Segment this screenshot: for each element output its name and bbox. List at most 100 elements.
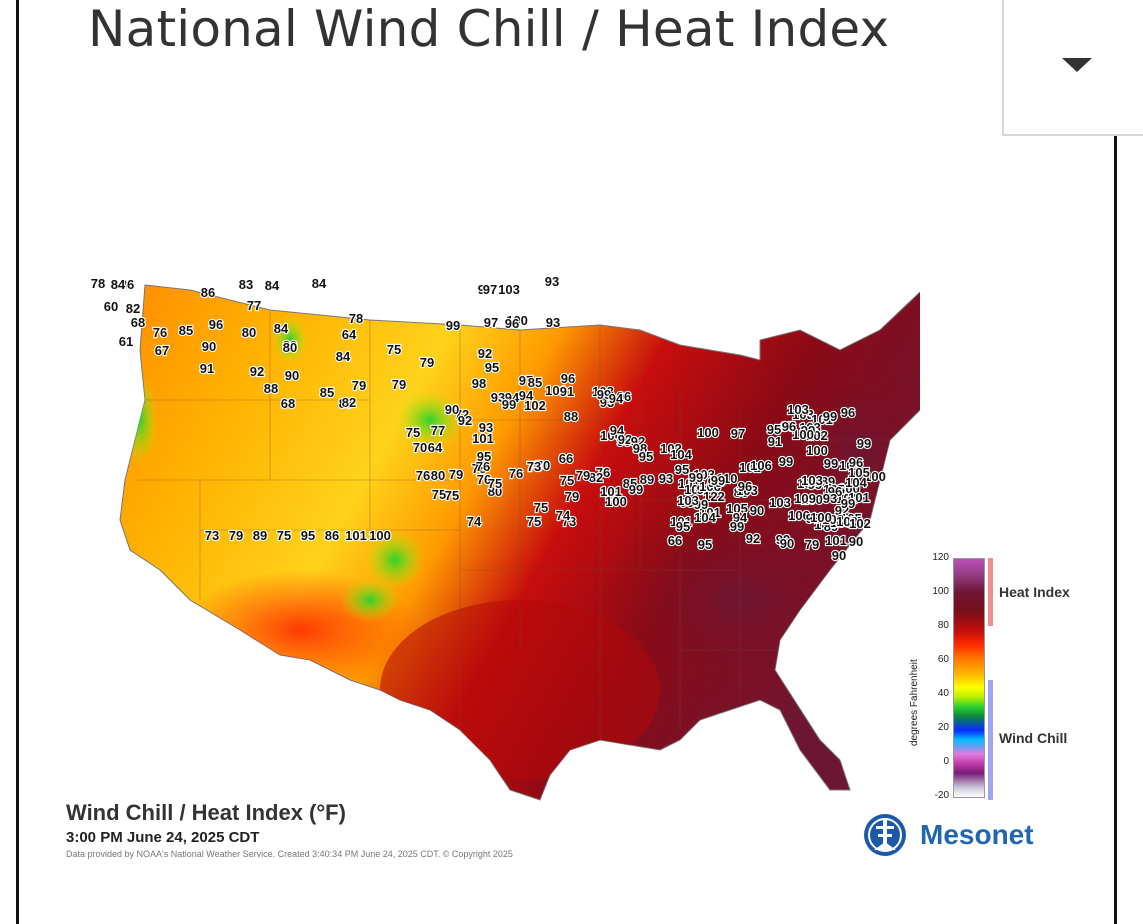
station-value-label: 78: [91, 276, 105, 291]
station-value-label: 95: [301, 528, 315, 543]
legend-tick: 20: [937, 722, 949, 733]
station-value-label: 100: [841, 514, 863, 529]
station-value-label: 103: [592, 384, 614, 399]
station-value-label: 80: [283, 338, 297, 353]
station-value-label: 96: [209, 317, 223, 332]
station-value-label: 94: [519, 388, 534, 403]
station-value-label: 77: [247, 298, 261, 313]
map-caption-title: Wind Chill / Heat Index (°F): [66, 800, 346, 825]
station-value-label: 106: [788, 508, 810, 523]
station-value-label: 90: [202, 339, 216, 354]
station-value-label: 64: [428, 440, 443, 455]
station-value-label: 64: [342, 327, 357, 342]
station-value-label: 100: [697, 425, 719, 440]
station-value-label: 68: [281, 396, 295, 411]
station-value-label: 86: [120, 277, 134, 292]
station-value-label: 83: [239, 277, 253, 292]
station-value-label: 99: [776, 532, 790, 547]
mesonet-logo-text: Mesonet: [920, 819, 1034, 850]
station-value-label: 85: [179, 323, 193, 338]
station-value-label: 91: [200, 361, 214, 376]
station-value-label: 75: [527, 514, 541, 529]
station-value-label: 73: [205, 528, 219, 543]
station-value-label: 99: [801, 423, 815, 438]
station-value-label: 110: [717, 471, 738, 486]
station-value-label: 104: [836, 491, 858, 506]
station-value-label: 100: [801, 492, 823, 507]
station-value-label: 101: [472, 431, 494, 446]
wind-chill-label: Wind Chill: [999, 730, 1068, 746]
station-value-label: 96: [849, 455, 863, 470]
station-value-label: 92: [250, 364, 264, 379]
station-value-label: 95: [485, 360, 499, 375]
station-value-label: 75: [488, 476, 502, 491]
station-value-label: 102: [849, 516, 871, 531]
station-value-label: 100: [838, 481, 860, 496]
station-value-label: 75: [432, 487, 446, 502]
legend-tick: 40: [937, 688, 949, 699]
station-value-label: 78: [349, 311, 363, 326]
station-value-label: 82: [342, 395, 356, 410]
station-value-label: 76: [607, 490, 621, 505]
station-value-label: 100: [369, 528, 391, 543]
legend-tick: 0: [943, 756, 949, 767]
station-value-label: 99: [597, 387, 611, 402]
station-value-label: 68: [131, 315, 145, 330]
station-value-label: 101: [699, 505, 721, 520]
station-value-label: 103: [693, 467, 715, 482]
map-caption-credit: Data provided by NOAA's National Weather…: [66, 849, 513, 859]
station-value-label: 75: [534, 500, 548, 515]
station-value-label: 80: [431, 468, 445, 483]
station-value-label: 92: [631, 434, 645, 449]
legend-tick: -20: [934, 790, 949, 801]
station-value-label: 101: [684, 482, 706, 497]
station-value-label: 105: [840, 511, 862, 526]
station-value-label: 80: [242, 325, 256, 340]
station-value-label: 102: [822, 512, 844, 527]
station-value-label: 101: [811, 412, 833, 427]
station-value-label: 90: [832, 548, 846, 563]
station-value-label: 79: [229, 528, 243, 543]
station-value-label: 94: [733, 510, 748, 525]
station-value-label: 108: [797, 476, 819, 491]
station-value-label: 96: [828, 484, 842, 499]
station-value-label: 89: [821, 474, 835, 489]
station-value-label: 66: [668, 533, 682, 548]
station-value-label: 100: [836, 514, 858, 529]
station-value-label: 104: [670, 447, 692, 462]
menu-dropdown-button[interactable]: [1002, 0, 1143, 136]
page-title: National Wind Chill / Heat Index: [88, 0, 890, 58]
station-value-label: 99: [779, 454, 793, 469]
station-value-label: 70: [413, 440, 427, 455]
station-value-label: 95: [675, 462, 689, 477]
heat-index-bracket: [988, 558, 993, 626]
station-value-label: 74: [467, 514, 482, 529]
mesonet-logo-icon: [864, 814, 906, 856]
station-value-label: 96: [561, 371, 575, 386]
station-value-label: 104: [814, 517, 836, 532]
station-value-label: 79: [352, 378, 366, 393]
station-value-label: 99: [823, 409, 837, 424]
mesonet-logo: Mesonet: [856, 812, 1034, 858]
station-value-label: 106: [699, 479, 721, 494]
station-value-label: 87: [339, 396, 353, 411]
station-value-label: 95: [767, 422, 781, 437]
station-value-label: 99: [824, 456, 838, 471]
station-value-label: 73: [562, 514, 576, 529]
station-value-label: 95: [708, 475, 722, 490]
station-value-label: 84: [274, 321, 289, 336]
legend-color-bar: [953, 558, 985, 798]
station-value-label: 105: [848, 465, 870, 480]
station-value-label: 99: [694, 497, 708, 512]
map-caption-time: 3:00 PM June 24, 2025 CDT: [66, 829, 260, 846]
wind-chill-bracket: [988, 680, 993, 800]
station-value-label: 76: [476, 459, 490, 474]
station-value-label: 79: [420, 355, 434, 370]
station-value-label: 80: [488, 484, 502, 499]
station-value-label: 103: [792, 407, 814, 422]
heat-index-label: Heat Index: [999, 584, 1070, 600]
station-value-label: 90: [285, 368, 299, 383]
station-value-label: 95: [477, 449, 491, 464]
station-value-label: 76: [477, 472, 491, 487]
station-value-label: 75: [387, 342, 401, 357]
